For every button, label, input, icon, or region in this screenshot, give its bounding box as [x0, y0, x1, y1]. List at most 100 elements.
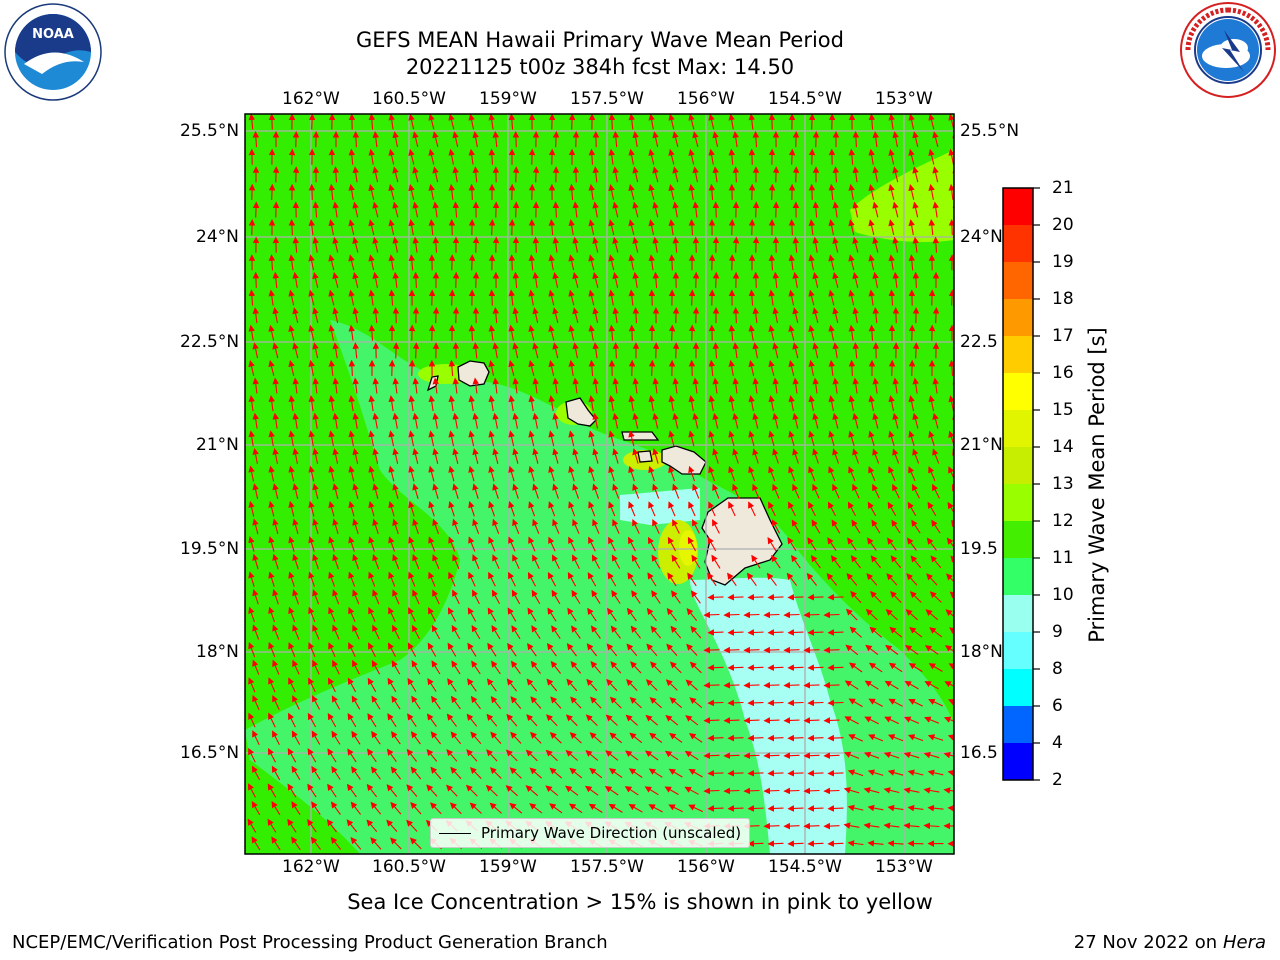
wave-arrow: [588, 183, 595, 200]
sea-ice-note: Sea Ice Concentration > 15% is shown in …: [347, 890, 933, 914]
wave-arrow: [248, 465, 255, 482]
wave-arrow: [332, 236, 339, 253]
wave-arrow: [488, 501, 496, 517]
wave-arrow: [552, 554, 560, 569]
wave-arrow: [672, 519, 680, 534]
wave-arrow: [792, 236, 800, 253]
wave-arrow: [448, 183, 456, 200]
wave-arrow: [808, 324, 815, 341]
wave-arrow: [728, 395, 735, 412]
wave-arrow: [571, 625, 581, 639]
wave-arrow: [812, 448, 819, 464]
wave-arrow: [532, 554, 540, 569]
wave-arrow: [763, 787, 780, 795]
wave-arrow: [867, 501, 877, 517]
wave-arrow: [949, 627, 954, 634]
wave-arrow: [852, 272, 859, 288]
wave-arrow: [870, 555, 882, 569]
wave-arrow: [812, 342, 819, 359]
wave-arrow: [252, 553, 259, 570]
wave-arrow: [711, 554, 721, 569]
wave-arrow: [783, 717, 800, 724]
wave-arrow: [932, 201, 939, 218]
colorbar-tick-label: 14: [1052, 437, 1074, 457]
wave-arrow: [872, 377, 879, 394]
wave-arrow: [352, 272, 359, 288]
wave-arrow: [888, 466, 896, 482]
wave-arrow: [848, 430, 855, 447]
wave-arrow: [248, 360, 255, 376]
wave-arrow: [428, 571, 436, 587]
wave-arrow: [488, 219, 496, 236]
wave-arrow: [652, 236, 659, 253]
wave-arrow: [607, 607, 617, 622]
wave-arrow: [272, 483, 279, 500]
wave-arrow: [852, 448, 860, 464]
wave-arrow: [707, 664, 724, 671]
wave-arrow: [528, 324, 535, 341]
wave-arrow: [628, 430, 635, 447]
wave-arrow: [932, 236, 940, 253]
wave-arrow: [352, 553, 360, 570]
colorbar-tick-label: 17: [1052, 326, 1074, 346]
wave-arrow: [592, 166, 600, 183]
wave-arrow: [308, 571, 316, 587]
wave-arrow: [712, 166, 720, 183]
wave-arrow: [252, 307, 260, 324]
colorbar-tick-label: 18: [1052, 289, 1074, 309]
footer-credit: NCEP/EMC/Verification Post Processing Pr…: [12, 932, 608, 953]
wave-arrow: [488, 465, 495, 482]
wave-arrow: [592, 201, 599, 218]
wave-arrow: [628, 114, 636, 130]
wave-arrow: [832, 166, 840, 183]
wave-arrow: [732, 483, 740, 499]
colorbar-segment: [1003, 632, 1033, 670]
wave-arrow: [767, 593, 784, 601]
wave-arrow: [687, 572, 697, 587]
wave-arrow: [727, 664, 744, 671]
wave-arrow: [767, 629, 784, 636]
wave-arrow: [747, 805, 764, 812]
wave-arrow: [412, 448, 419, 464]
colorbar-segment: [1003, 706, 1033, 744]
wave-arrow: [763, 646, 780, 654]
wave-arrow: [807, 734, 824, 742]
wave-arrow: [572, 307, 579, 324]
wave-arrow: [823, 681, 840, 689]
wave-arrow: [869, 626, 883, 638]
wave-arrow: [248, 114, 256, 130]
wave-arrow: [872, 166, 879, 183]
wave-arrow: [787, 593, 804, 601]
wave-arrow: [332, 624, 340, 640]
wave-arrow: [892, 412, 899, 429]
wave-arrow: [352, 201, 359, 218]
wave-arrow: [467, 607, 477, 622]
wave-arrow: [668, 395, 675, 412]
wave-arrow: [803, 646, 820, 654]
wave-arrow: [732, 448, 739, 464]
wave-arrow: [890, 591, 902, 603]
colorbar-tick-label: 20: [1052, 215, 1074, 235]
wave-arrow: [252, 447, 259, 464]
wave-arrow: [592, 342, 600, 359]
wave-arrow: [312, 518, 319, 535]
wave-arrow: [612, 412, 619, 429]
wave-arrow: [767, 769, 784, 777]
wave-arrow: [647, 536, 656, 552]
wave-arrow: [368, 571, 376, 587]
wave-arrow: [888, 289, 896, 306]
wave-arrow: [929, 627, 943, 638]
wave-arrow: [528, 395, 535, 412]
wave-arrow: [332, 201, 339, 218]
wave-arrow: [688, 148, 695, 165]
wave-arrow: [748, 289, 756, 306]
wave-arrow: [852, 201, 859, 218]
wave-arrow: [712, 271, 720, 288]
wave-arrow: [428, 395, 435, 412]
wave-arrow: [908, 114, 915, 130]
wave-arrow: [272, 624, 280, 640]
wave-arrow: [708, 501, 716, 517]
wave-arrow: [428, 219, 436, 236]
wave-arrow: [612, 131, 620, 148]
wave-arrow: [807, 805, 824, 812]
